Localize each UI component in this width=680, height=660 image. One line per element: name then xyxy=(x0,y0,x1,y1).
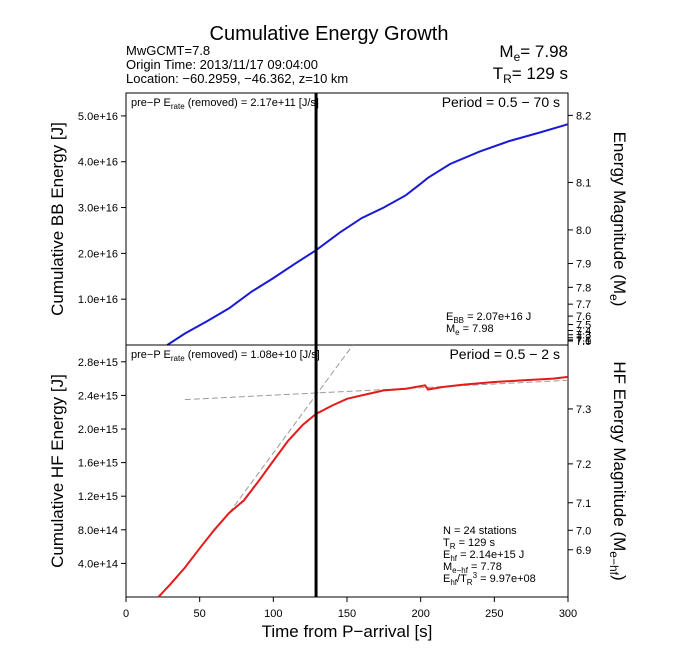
hf-magnitude-axis: 6.9 7.0 7.1 7.2 7.3 xyxy=(568,404,591,557)
hf-station-count: N = 24 stations xyxy=(443,525,517,537)
hf-magnitude-tick-label: 7.1 xyxy=(576,498,591,510)
bb-magnitude-tick-label: 7.6 xyxy=(576,311,591,323)
bb-energy-series xyxy=(166,123,569,346)
bb-y-tick-label: 5.0e+16 xyxy=(78,111,118,123)
x-axis: 0 50 100 150 200 250 300 xyxy=(123,597,577,620)
hf-rupture-duration: TR = 129 s xyxy=(443,537,495,551)
bb-y-axis: 1.0e+16 2.0e+16 3.0e+16 4.0e+16 5.0e+16 xyxy=(78,111,126,306)
bb-y-tick-label: 1.0e+16 xyxy=(78,294,118,306)
x-tick-label: 200 xyxy=(411,608,429,620)
bb-panel-frame xyxy=(125,92,569,346)
bb-magnitude-tick-label: 7.8 xyxy=(576,282,591,294)
hf-magnitude-annotation: Me−hf = 7.78 xyxy=(443,561,502,575)
hf-y-tick-label: 4.0e+14 xyxy=(78,558,118,570)
x-tick-label: 150 xyxy=(338,608,356,620)
bb-period-label: Period = 0.5 − 70 s xyxy=(442,94,560,110)
bb-magnitude-tick-label: 7.3 xyxy=(576,330,591,342)
x-axis-label: Time from P−arrival [s] xyxy=(262,622,433,641)
hf-magnitude-tick-label: 7.2 xyxy=(576,459,591,471)
hf-energy-ratio-annotation: Ehf/TR3 = 9.97e+08 xyxy=(443,571,536,587)
bb-magnitude-axis-label: Energy Magnitude (Me) xyxy=(607,132,629,307)
bb-energy-annotation: EBB = 2.07e+16 J xyxy=(446,311,531,325)
bb-energy-panel: 1.0e+162.0e+163.0e+164.0e+165.0e+16 7.07… xyxy=(48,92,629,348)
hf-y-axis-label: Cumulative HF Energy [J] xyxy=(48,374,67,568)
hf-magnitude-axis-label: HF Energy Magnitude (Me−hf) xyxy=(607,361,629,580)
bb-magnitude-tick-label: 8.0 xyxy=(576,225,591,237)
bb-prep-rate-label: pre−P Erate (removed) = 2.17e+11 [J/s] xyxy=(131,97,319,111)
hf-energy-series xyxy=(157,375,569,598)
x-tick-label: 300 xyxy=(559,608,577,620)
hf-y-tick-label: 8.0e+14 xyxy=(78,525,118,537)
bb-y-tick-label: 4.0e+16 xyxy=(78,157,118,169)
bb-magnitude-axis: 7.07.17.27.37.47.57.67.7 7.8 7.9 8.0 8.1 8.2 xyxy=(568,110,591,348)
bb-magnitude-annotation: Me = 7.98 xyxy=(446,323,494,337)
event-magnitude: MwGCMT=7.8 xyxy=(126,43,210,58)
bb-magnitude-tick-label: 7.4 xyxy=(576,326,591,338)
hf-energy-panel: 4.0e+14 8.0e+14 1.2e+15 1.6e+15 2.0e+15 2.4e+… xyxy=(48,344,629,598)
hf-y-tick-label: 1.6e+15 xyxy=(78,458,118,470)
hf-y-tick-label: 1.2e+15 xyxy=(78,491,118,503)
hf-guide-line xyxy=(184,379,569,401)
event-origin-time: Origin Time: 2013/11/17 09:04:00 xyxy=(126,57,318,72)
event-location: Location: −60.2959, −46.362, z=10 km xyxy=(126,71,348,86)
bb-y-tick-label: 3.0e+16 xyxy=(78,203,118,215)
bb-magnitude-tick-label: 7.2 xyxy=(576,333,591,345)
summary-me: Me= 7.98 xyxy=(499,42,568,64)
bb-magnitude-tick-label: 7.1 xyxy=(576,335,591,347)
x-tick-label: 0 xyxy=(123,608,129,620)
hf-magnitude-tick-label: 6.9 xyxy=(576,545,591,557)
x-tick-label: 50 xyxy=(194,608,206,620)
x-tick-label: 250 xyxy=(485,608,503,620)
bb-y-tick-label: 2.0e+16 xyxy=(78,248,118,260)
summary-tr: TR= 129 s xyxy=(493,64,568,86)
bb-magnitude-tick-label: 8.2 xyxy=(576,110,591,122)
x-tick-label: 100 xyxy=(264,608,282,620)
bb-y-axis-label: Cumulative BB Energy [J] xyxy=(48,122,67,316)
hf-magnitude-tick-label: 7.0 xyxy=(576,525,591,537)
hf-y-tick-label: 2.0e+15 xyxy=(78,424,118,436)
bb-magnitude-tick-label: 7.7 xyxy=(576,299,591,311)
bb-magnitude-tick-label: 7.9 xyxy=(576,259,591,271)
hf-y-axis: 4.0e+14 8.0e+14 1.2e+15 1.6e+15 2.0e+15 2.4e+… xyxy=(78,357,126,570)
hf-y-tick-label: 2.8e+15 xyxy=(78,357,118,369)
hf-period-label: Period = 0.5 − 2 s xyxy=(449,346,560,362)
hf-prep-rate-label: pre−P Erate (removed) = 1.08e+10 [J/s] xyxy=(131,349,320,363)
hf-guide-line xyxy=(228,344,354,514)
hf-y-tick-label: 2.4e+15 xyxy=(78,390,118,402)
chart-title: Cumulative Energy Growth xyxy=(210,23,449,45)
bb-magnitude-tick-label: 7.5 xyxy=(576,320,591,332)
bb-magnitude-tick-label: 8.1 xyxy=(576,177,591,189)
bb-magnitude-tick-label: 7.0 xyxy=(576,336,591,348)
hf-magnitude-tick-label: 7.3 xyxy=(576,404,591,416)
hf-energy-annotation: Ehf = 2.14e+15 J xyxy=(443,549,524,563)
hf-guide-lines xyxy=(184,344,569,514)
